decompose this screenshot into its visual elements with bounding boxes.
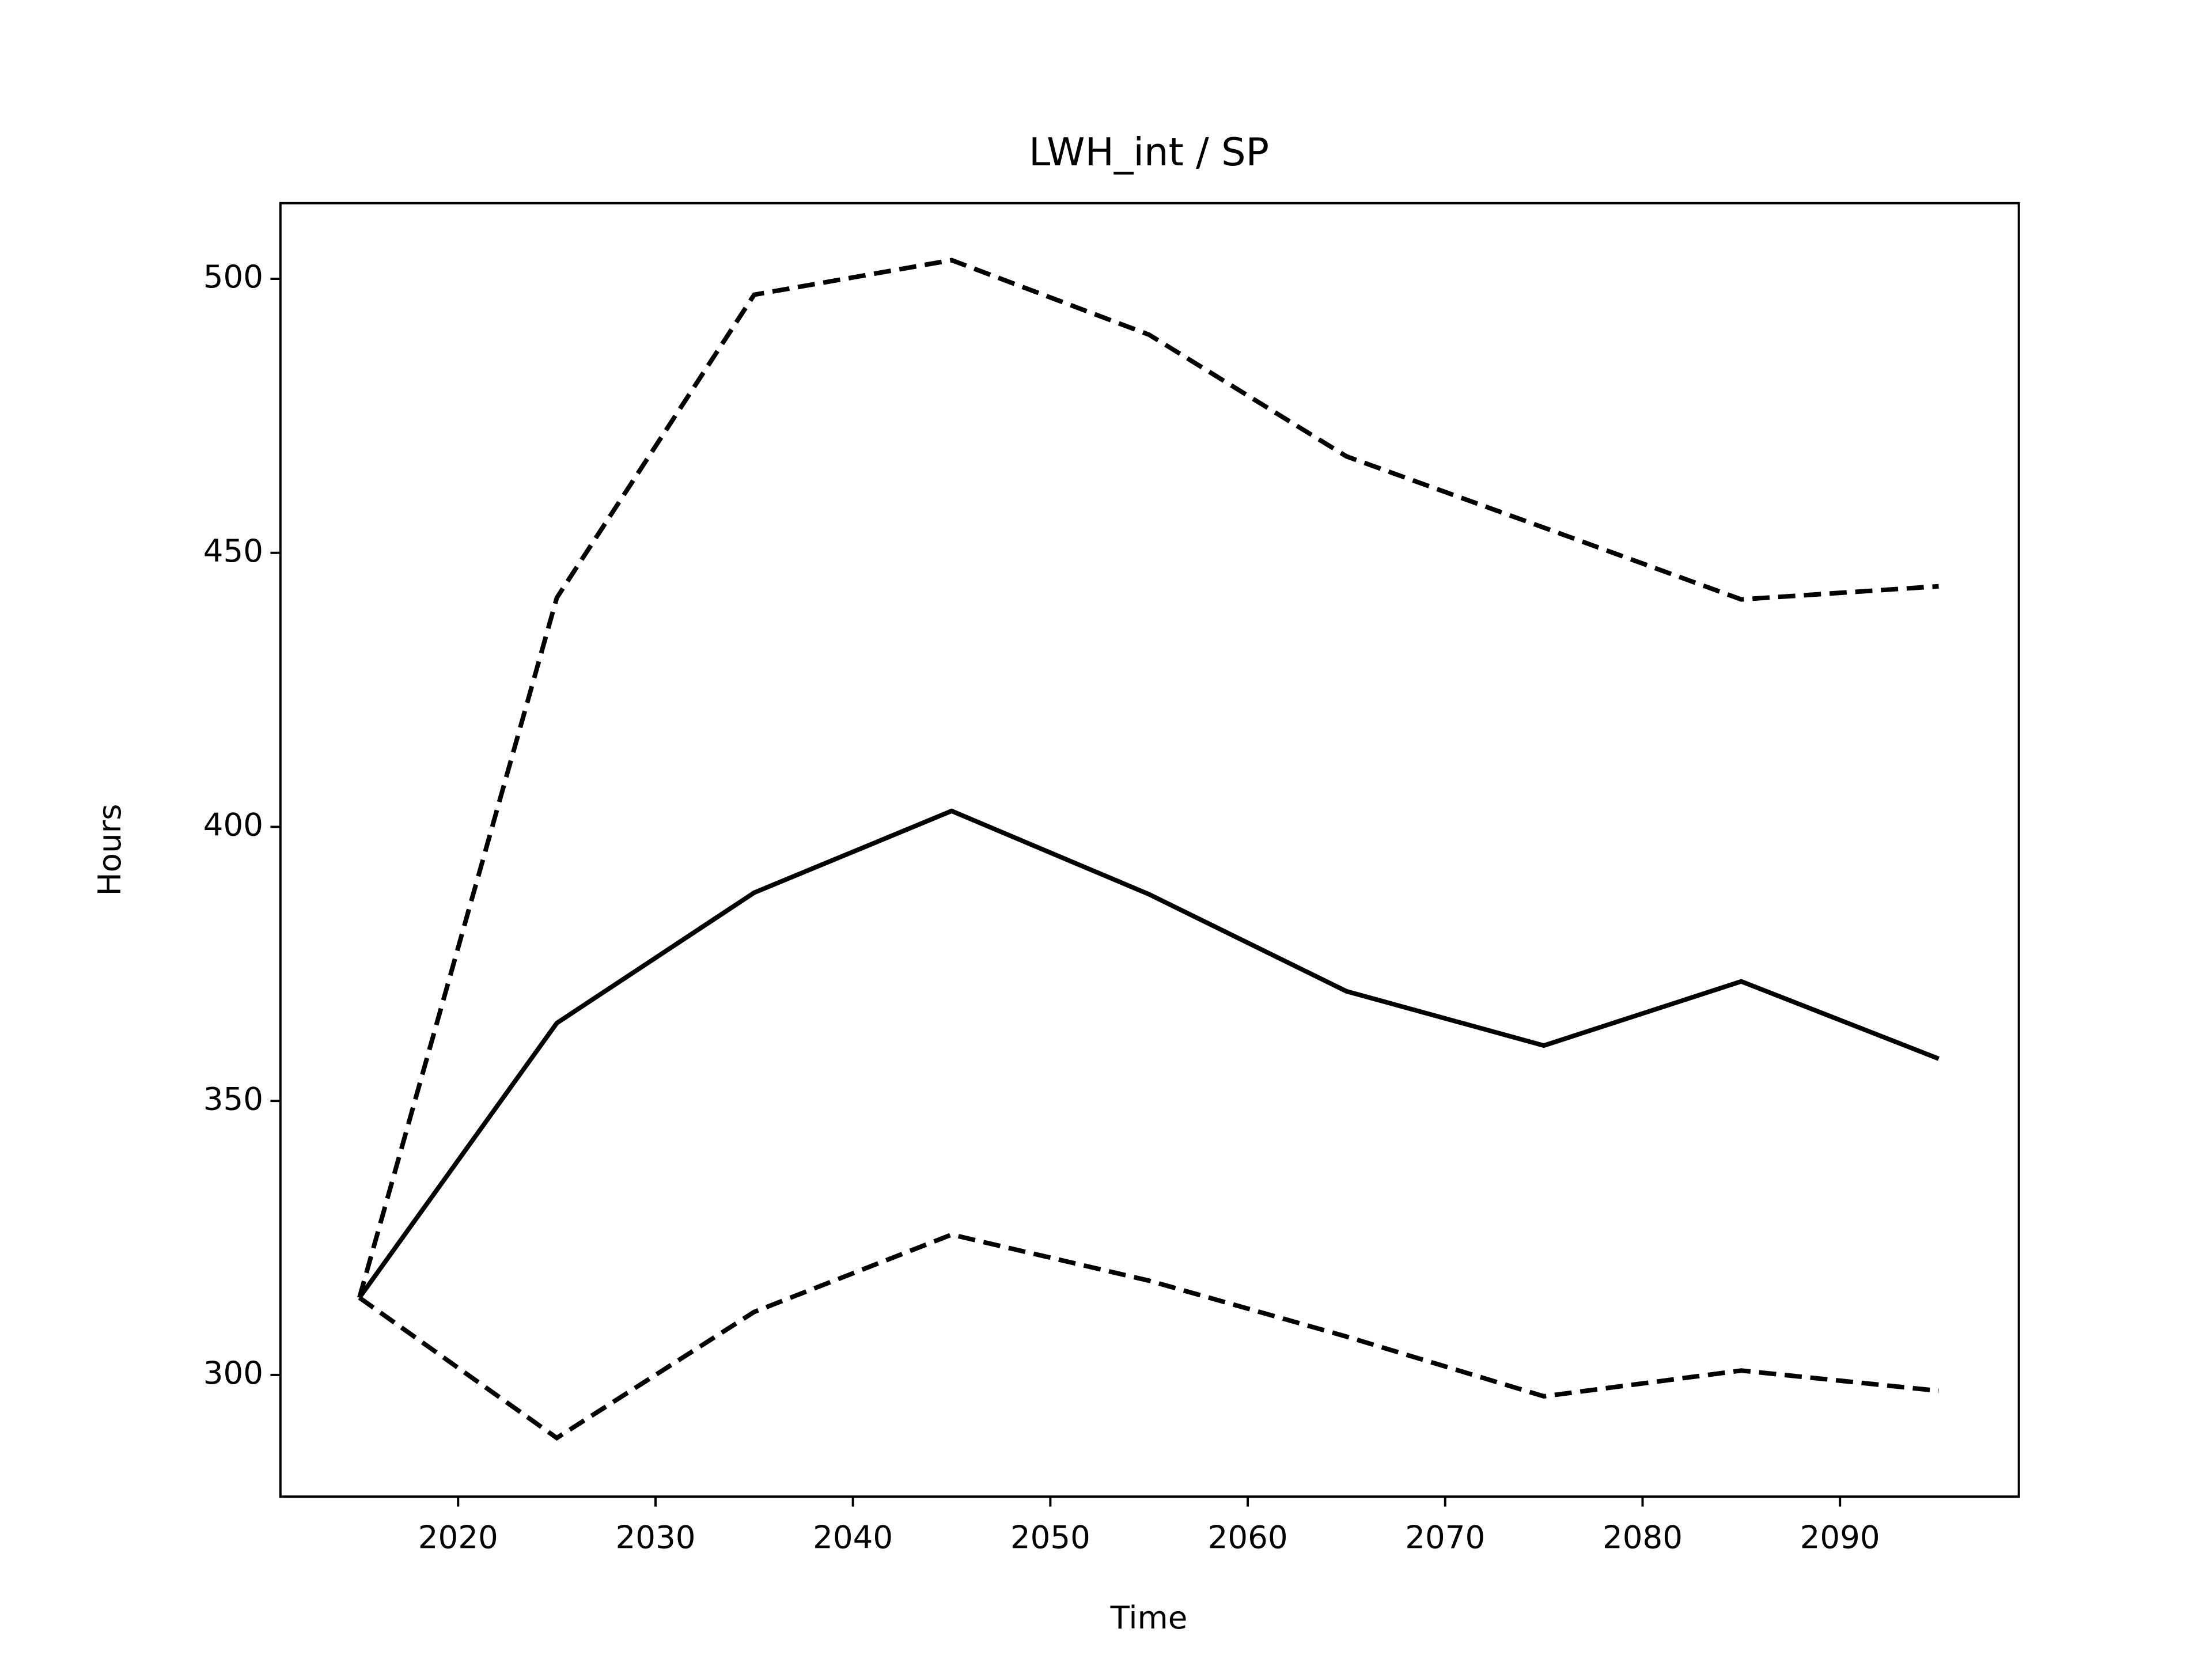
y-tick-label: 400 <box>203 806 263 843</box>
chart-title: LWH_int / SP <box>1029 130 1269 175</box>
x-tick-label: 2070 <box>1405 1519 1485 1556</box>
y-tick-label: 350 <box>203 1080 263 1117</box>
x-tick-label: 2090 <box>1800 1519 1880 1556</box>
x-tick-label: 2020 <box>418 1519 498 1556</box>
x-tick-label: 2060 <box>1208 1519 1288 1556</box>
line-series <box>358 1232 1939 1441</box>
y-tick-label: 450 <box>203 532 263 569</box>
y-tick-label: 500 <box>203 258 263 295</box>
line-series <box>357 257 1939 1298</box>
line-series <box>357 808 1940 1300</box>
x-tick-label: 2050 <box>1010 1519 1090 1556</box>
x-tick-label: 2080 <box>1603 1519 1683 1556</box>
x-tick-label: 2040 <box>813 1519 893 1556</box>
y-tick-label: 300 <box>203 1354 263 1391</box>
x-axis-label: Time <box>1110 1599 1188 1636</box>
y-axis-label: Hours <box>91 804 128 896</box>
plot-frame <box>279 202 2020 1498</box>
x-tick-label: 2030 <box>615 1519 695 1556</box>
